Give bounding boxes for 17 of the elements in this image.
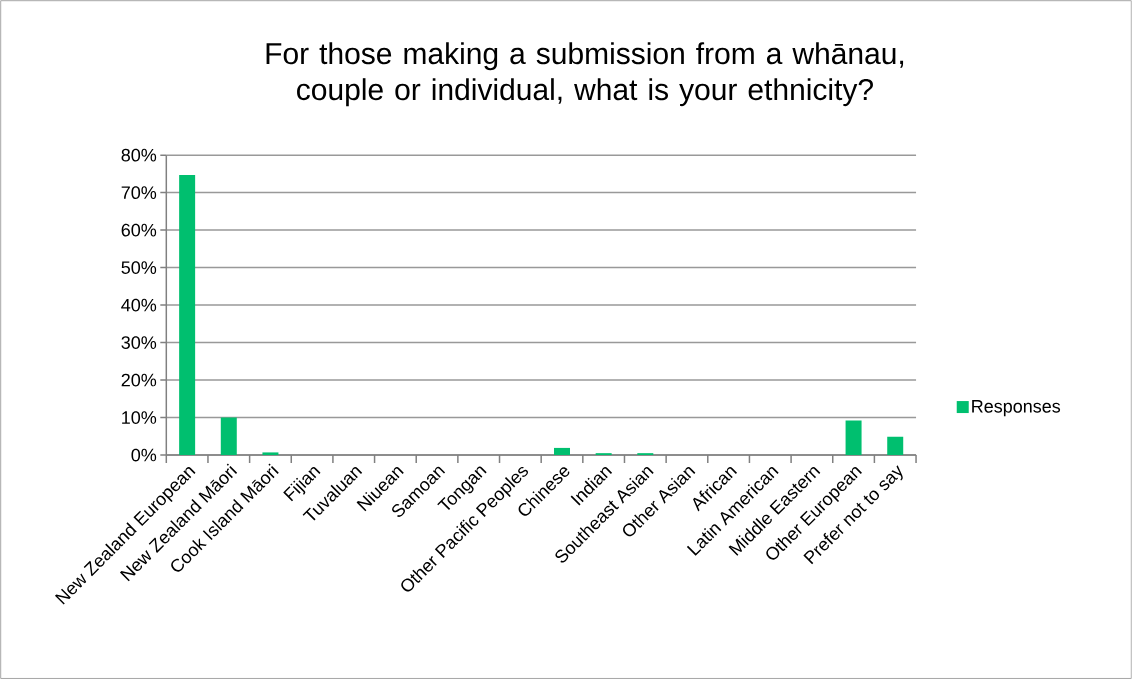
y-tick-label: 10% (122, 411, 157, 424)
bar (262, 452, 279, 455)
y-tick-label: 70% (121, 186, 157, 199)
y-tick-label: 80% (121, 148, 157, 162)
y-tick-label: 30% (121, 336, 157, 349)
bar (554, 447, 570, 455)
bar (887, 436, 904, 455)
bar (179, 174, 196, 455)
bar (845, 420, 862, 455)
y-tick-label: 60% (121, 223, 157, 237)
chart-title: For those making a submission from a whānau, couple or individual, what is your ethnicity? (266, 42, 904, 107)
bar (220, 417, 237, 455)
legend-label: Responses (972, 400, 1061, 417)
y-tick-label: 20% (121, 373, 157, 387)
y-tick-label: 0% (131, 448, 157, 462)
y-tick-label: 50% (121, 261, 157, 274)
y-tick-label: 40% (121, 298, 157, 312)
